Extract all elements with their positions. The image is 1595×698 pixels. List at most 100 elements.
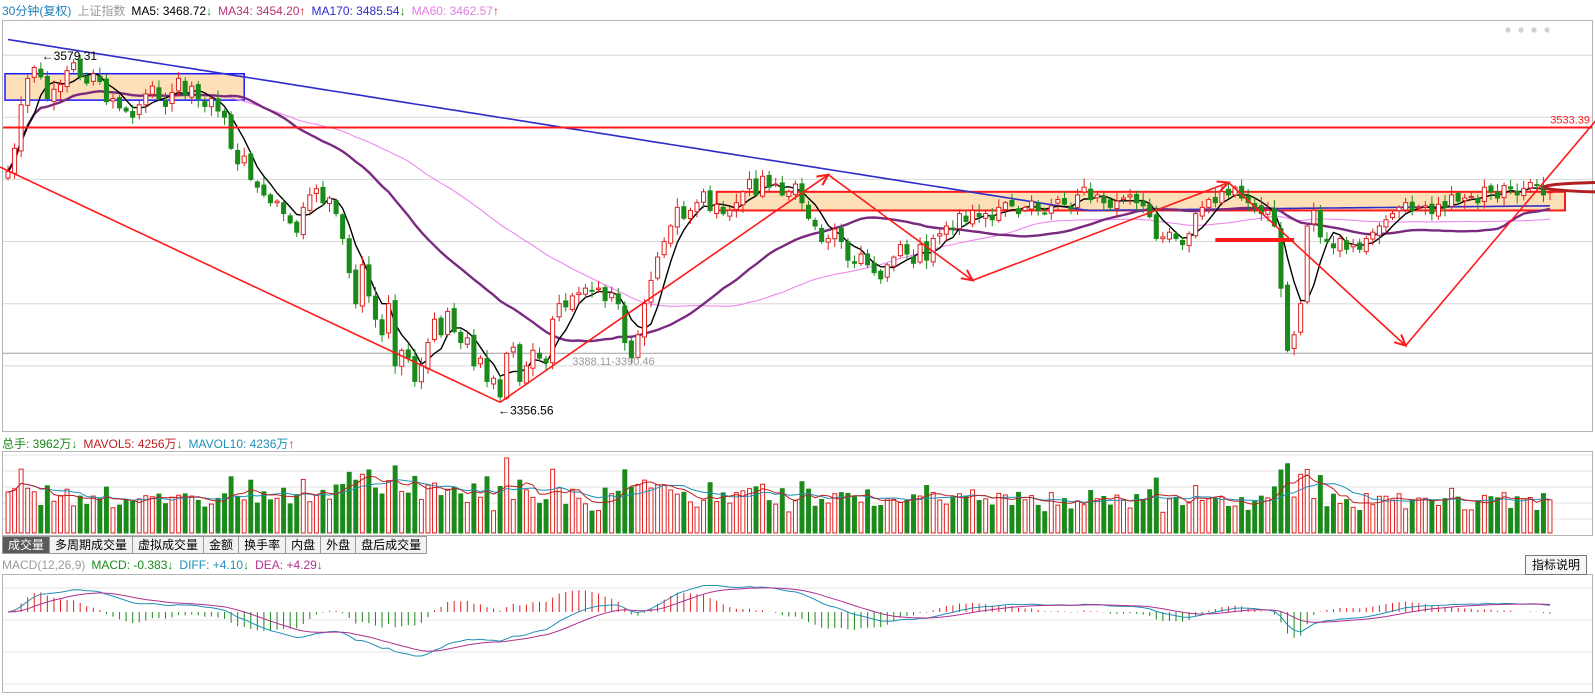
- candle: [77, 54, 83, 81]
- volume-bar: [1035, 504, 1041, 534]
- tab-turnover[interactable]: 换手率: [239, 536, 287, 554]
- volume-bar: [44, 485, 50, 534]
- tab-after-hours-volume[interactable]: 盘后成交量: [356, 536, 428, 554]
- volume-bar: [1291, 496, 1297, 534]
- candle: [760, 169, 766, 199]
- volume-bar: [1435, 505, 1441, 534]
- candle: [471, 329, 477, 371]
- candle-body: [392, 300, 398, 367]
- candle: [1481, 179, 1487, 209]
- volume-bar: [648, 487, 654, 534]
- tab-inner-volume[interactable]: 内盘: [286, 536, 322, 554]
- candle-body: [536, 352, 543, 359]
- volume-bar: [911, 494, 916, 534]
- candle: [386, 295, 392, 339]
- candle-body: [1514, 190, 1520, 196]
- volume-bar: [1002, 494, 1008, 534]
- candle-body: [162, 99, 169, 107]
- volume-bar: [451, 486, 457, 534]
- candle: [1501, 182, 1507, 206]
- volume-bar: [386, 480, 392, 534]
- candle: [176, 71, 182, 97]
- volume-bar: [110, 507, 116, 534]
- volume-bar: [707, 482, 713, 534]
- candle-body: [366, 264, 372, 297]
- candle: [208, 96, 214, 116]
- candle: [517, 342, 523, 387]
- candle-body: [425, 342, 431, 370]
- volume-bar: [372, 487, 378, 534]
- candle: [379, 314, 385, 342]
- candle-body: [727, 209, 733, 217]
- candle-body: [609, 292, 615, 299]
- candle-body: [1501, 185, 1507, 199]
- volume-bar: [812, 505, 818, 534]
- volume-bar: [943, 503, 949, 534]
- pullback-line: [827, 174, 974, 282]
- candle: [97, 67, 103, 85]
- panel-option-dot: [1531, 27, 1537, 33]
- candle: [451, 303, 457, 334]
- candle-body: [1166, 231, 1172, 240]
- candle: [25, 74, 31, 113]
- volume-bar: [1429, 499, 1435, 534]
- indicator-help-button[interactable]: 指标说明: [1524, 555, 1587, 575]
- volume-bar: [353, 479, 359, 534]
- candle-body: [1324, 238, 1330, 243]
- candle: [162, 92, 169, 115]
- candle: [340, 213, 346, 245]
- candle-body: [84, 76, 90, 84]
- candle: [1048, 198, 1054, 221]
- candle: [1330, 235, 1336, 255]
- candle: [412, 348, 418, 387]
- mavol5-line: [7, 474, 1551, 505]
- candle: [615, 287, 621, 310]
- ma5-label: MA5: 3468.72↓: [131, 4, 213, 18]
- volume-bar: [189, 495, 195, 534]
- volume-bar: [1416, 497, 1422, 534]
- volume-bar: [1173, 496, 1179, 534]
- tab-virtual-volume[interactable]: 虚拟成交量: [133, 536, 205, 554]
- volume-bar: [976, 500, 982, 534]
- volume-bar: [504, 457, 510, 534]
- candle: [1475, 194, 1481, 210]
- candle-body: [379, 319, 385, 336]
- tab-outer-volume[interactable]: 外盘: [321, 536, 357, 554]
- tab-multi-period-volume[interactable]: 多周期成交量: [50, 536, 134, 554]
- candle-body: [701, 191, 707, 203]
- tab-amount[interactable]: 金额: [204, 536, 240, 554]
- volume-bar: [897, 502, 903, 534]
- candle: [1173, 230, 1179, 242]
- candle: [832, 223, 838, 248]
- candle-body: [720, 206, 726, 215]
- volume-bar: [1258, 495, 1264, 534]
- volume-bar: [90, 495, 96, 534]
- candle: [1186, 231, 1192, 253]
- candle-body: [353, 269, 359, 305]
- candle-body: [274, 200, 280, 204]
- candle-body: [687, 209, 693, 219]
- candle: [313, 184, 319, 203]
- candle: [1403, 197, 1409, 213]
- volume-bar: [1232, 505, 1238, 534]
- candle-body: [1508, 186, 1514, 190]
- candle: [661, 237, 667, 259]
- volume-bar: [169, 496, 175, 534]
- candle: [64, 65, 70, 93]
- tab-volume[interactable]: 成交量: [2, 536, 51, 554]
- volume-bar: [1226, 505, 1231, 534]
- volume-bar: [392, 465, 398, 534]
- volume-bar: [300, 478, 306, 534]
- macd-legend: MACD(12,26,9) MACD: -0.383↓ DIFF: +4.10↓ DE…: [2, 557, 329, 573]
- volume-bar: [346, 471, 352, 534]
- ma170-label: MA170: 3485.54↓: [311, 4, 406, 18]
- candle-body: [281, 202, 287, 215]
- candle: [1396, 205, 1402, 219]
- candle-body: [228, 114, 234, 149]
- candle: [1134, 190, 1140, 211]
- candle-body: [950, 227, 956, 230]
- candle-body: [1002, 202, 1008, 211]
- candle-body: [1173, 233, 1179, 239]
- candle-body: [674, 206, 680, 228]
